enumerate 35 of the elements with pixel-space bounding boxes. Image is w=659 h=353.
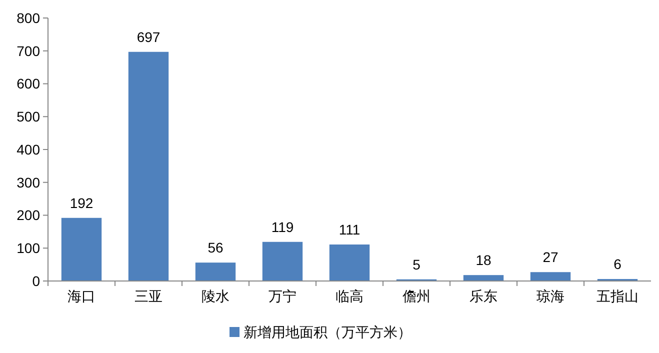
y-tick-label: 800 xyxy=(16,10,40,26)
x-tick-label: 五指山 xyxy=(596,288,638,304)
x-tick-label: 临高 xyxy=(336,288,364,304)
x-tick-label: 乐东 xyxy=(470,288,498,304)
y-tick-label: 700 xyxy=(16,42,40,59)
y-tick-label: 0 xyxy=(32,272,40,289)
bar xyxy=(530,272,571,281)
data-label: 119 xyxy=(271,218,294,235)
bar xyxy=(61,218,102,281)
x-tick-label: 儋州 xyxy=(402,288,430,304)
y-tick-label: 600 xyxy=(16,76,40,92)
bar xyxy=(262,242,303,281)
x-tick-label: 陵水 xyxy=(202,288,230,304)
x-tick-label: 琼海 xyxy=(536,288,564,304)
legend-label: 新增用地面积（万平方米） xyxy=(244,324,412,340)
bar xyxy=(329,244,370,281)
data-label: 192 xyxy=(70,194,94,211)
y-tick-label: 500 xyxy=(16,108,40,125)
bar xyxy=(128,52,169,281)
x-tick-label: 三亚 xyxy=(134,288,162,304)
bar xyxy=(195,262,236,281)
data-label: 697 xyxy=(136,28,160,45)
data-label: 5 xyxy=(412,256,421,272)
data-label: 27 xyxy=(542,249,558,266)
x-tick-label: 万宁 xyxy=(268,288,296,304)
bar xyxy=(463,275,504,281)
data-label: 111 xyxy=(338,222,360,238)
y-tick-label: 200 xyxy=(16,207,40,224)
y-tick-label: 400 xyxy=(16,141,40,158)
data-label: 56 xyxy=(208,240,224,256)
data-label: 18 xyxy=(476,252,492,268)
data-label: 6 xyxy=(614,256,622,272)
x-tick-label: 海口 xyxy=(68,288,96,304)
y-tick-label: 100 xyxy=(16,240,40,256)
y-tick-label: 300 xyxy=(16,174,40,190)
